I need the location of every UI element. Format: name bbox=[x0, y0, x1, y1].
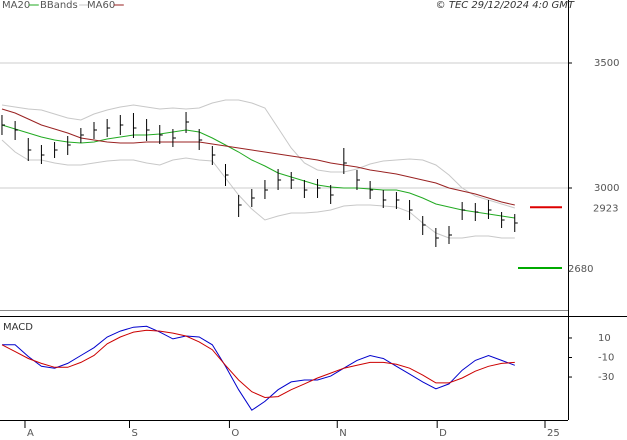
ma-line bbox=[1, 124, 515, 219]
ma-line bbox=[1, 108, 515, 206]
level-label: 2923 bbox=[593, 203, 618, 214]
band-line bbox=[1, 99, 515, 209]
x-tick-label: N bbox=[339, 428, 346, 439]
y-tick-label: -30 bbox=[598, 372, 614, 383]
y-tick-label: 3500 bbox=[594, 58, 619, 69]
y-tick-label: -10 bbox=[598, 353, 614, 364]
macd-line bbox=[2, 325, 515, 411]
band-line bbox=[1, 139, 515, 239]
level-label: 2680 bbox=[568, 264, 593, 275]
x-tick-label: A bbox=[27, 428, 34, 439]
y-tick-label: 3000 bbox=[594, 183, 619, 194]
x-tick-label: 25 bbox=[547, 428, 560, 439]
legend-label: BBands bbox=[40, 0, 78, 11]
x-tick-label: D bbox=[439, 428, 447, 439]
x-tick-label: O bbox=[231, 428, 239, 439]
panel-title: MACD bbox=[3, 322, 33, 333]
y-tick-label: 10 bbox=[598, 333, 611, 344]
chart-title: © TEC 29/12/2024 4:0 GMT bbox=[436, 0, 575, 11]
legend-label: MA20 bbox=[2, 0, 30, 11]
x-tick-label: S bbox=[132, 428, 138, 439]
legend-label: MA60 bbox=[87, 0, 115, 11]
macd-line bbox=[1, 329, 515, 399]
